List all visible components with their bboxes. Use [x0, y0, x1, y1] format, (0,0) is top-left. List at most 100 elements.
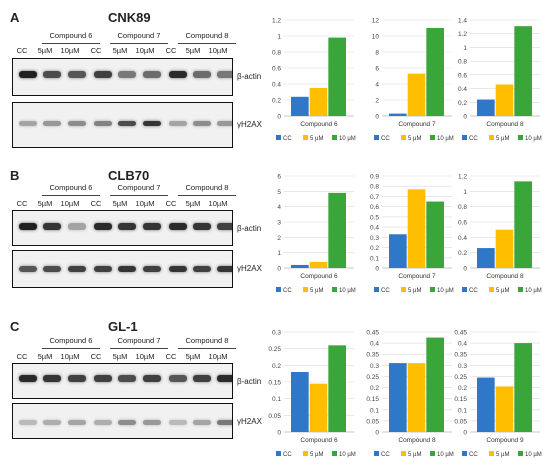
y-tick-label: 0.4	[458, 341, 467, 348]
legend-swatch	[430, 451, 435, 456]
chart-title: Compound 7	[398, 121, 436, 128]
legend-label: 5 µM	[408, 288, 421, 294]
compound-bracket	[42, 195, 100, 196]
blot-band	[43, 121, 61, 126]
lane-label: 5µM	[112, 46, 128, 55]
y-tick-label: 0	[277, 114, 281, 121]
chart-title: Compound 9	[486, 437, 524, 444]
lane-label: 5µM	[185, 46, 201, 55]
y-tick-label: 4	[277, 204, 281, 211]
y-tick-label: 0.4	[458, 235, 467, 242]
blot-band	[217, 223, 232, 230]
lane-label: 5µM	[185, 199, 201, 208]
y-tick-label: 0	[463, 114, 467, 121]
y-tick-label: 0.4	[370, 225, 379, 232]
legend-label: CC	[381, 136, 390, 142]
blot-band	[169, 121, 187, 126]
cell-line-title-c: GL-1	[108, 319, 138, 334]
blot-label-gh2ax-c: γH2AX	[237, 417, 262, 426]
legend-label: 10 µM	[525, 288, 542, 294]
bar-chart-c-compound-6: 0 0.05 0.1 0.15 0.2 0.25 0.3 Compound 6 CC 5 µM 10…	[268, 330, 355, 459]
lane-label: 10µM	[60, 352, 80, 361]
lane-label: 10µM	[60, 199, 80, 208]
lane-label: 10µM	[135, 352, 155, 361]
blot-band	[193, 121, 211, 126]
compound-label-b-3: Compound 8	[185, 183, 229, 192]
blot-band	[217, 375, 232, 382]
y-tick-label: 0.3	[272, 330, 281, 337]
y-tick-label: 0.45	[366, 330, 379, 337]
blot-band	[94, 420, 112, 425]
blot-label-beta-actin-c: β-actin	[237, 377, 262, 386]
legend-label: 5 µM	[496, 452, 509, 458]
legend-label: 10 µM	[437, 288, 454, 294]
legend-swatch	[374, 287, 379, 292]
lane-label: CC	[90, 46, 102, 55]
bar-10m	[514, 26, 532, 116]
compound-bracket	[110, 195, 168, 196]
blot-band	[143, 121, 161, 126]
blot-band	[94, 375, 112, 382]
y-tick-label: 0.8	[370, 184, 379, 191]
bar-cc	[291, 96, 309, 116]
y-tick-label: 0	[375, 430, 379, 437]
blot-band	[118, 375, 136, 382]
legend-label: 10 µM	[437, 452, 454, 458]
y-tick-label: 0.4	[272, 82, 281, 89]
blot-gh2ax-a	[12, 102, 233, 148]
bar-10m	[328, 192, 346, 268]
lane-label: 5µM	[112, 199, 128, 208]
y-tick-label: 0.4	[458, 86, 467, 93]
y-tick-label: 1.2	[458, 31, 467, 38]
blot-band	[43, 223, 61, 230]
panel-letter-b: B	[10, 168, 20, 183]
compound-label-a-1: Compound 6	[49, 31, 93, 40]
legend-label: 10 µM	[339, 136, 356, 142]
blot-band	[143, 71, 161, 78]
bar-chart-c-compound-8: 0 0.05 0.1 0.15 0.2 0.25 0.3 0.35 0.4 0.45 Compoun…	[366, 330, 454, 459]
bar-chart-a-compound-6: 0 0.2 0.4 0.6 0.8 1 1.2 Compound 6 CC 5 µM 10 µM	[272, 18, 356, 143]
blot-band	[68, 420, 86, 425]
lane-label: 5µM	[185, 352, 201, 361]
y-tick-label: 0.4	[370, 341, 379, 348]
blot-gh2ax-b	[12, 250, 233, 288]
y-tick-label: 0.6	[272, 66, 281, 73]
blot-band	[43, 375, 61, 382]
y-tick-label: 0.15	[268, 380, 281, 387]
y-tick-label: 0.2	[458, 100, 467, 107]
y-tick-label: 0.45	[454, 330, 467, 337]
blot-band	[169, 223, 187, 230]
bar-5m	[309, 261, 328, 268]
chart-title: Compound 6	[300, 437, 338, 444]
lane-label: 10µM	[208, 199, 228, 208]
bar-5m	[495, 229, 514, 268]
bar-chart-c-compound-9: 0 0.05 0.1 0.15 0.2 0.25 0.3 0.35 0.4 0.45 Compoun…	[454, 330, 541, 459]
blot-band	[19, 223, 37, 230]
legend-label: 5 µM	[310, 136, 323, 142]
chart-title: Compound 8	[486, 121, 524, 128]
legend-label: 5 µM	[496, 136, 509, 142]
blot-band	[169, 71, 187, 78]
blot-band	[19, 71, 37, 78]
y-tick-label: 0.35	[454, 352, 467, 359]
y-tick-label: 1	[463, 45, 467, 52]
legend-swatch	[489, 135, 494, 140]
blot-band	[68, 375, 86, 382]
y-tick-label: 0.25	[366, 374, 379, 381]
y-tick-label: 0.05	[454, 418, 467, 425]
compound-label-c-3: Compound 8	[185, 336, 229, 345]
bar-5m	[407, 73, 426, 116]
blot-band	[43, 266, 61, 272]
y-tick-label: 0.6	[458, 220, 467, 227]
lane-label: 5µM	[37, 46, 53, 55]
y-tick-label: 0.05	[268, 413, 281, 420]
legend-label: 10 µM	[525, 136, 542, 142]
blot-band	[94, 121, 112, 126]
blot-band	[143, 223, 161, 230]
lane-label: CC	[165, 46, 177, 55]
blot-band	[68, 223, 86, 230]
legend-swatch	[332, 451, 337, 456]
y-tick-label: 0.5	[370, 214, 379, 221]
compound-bracket	[178, 348, 236, 349]
bar-10m	[514, 181, 532, 268]
